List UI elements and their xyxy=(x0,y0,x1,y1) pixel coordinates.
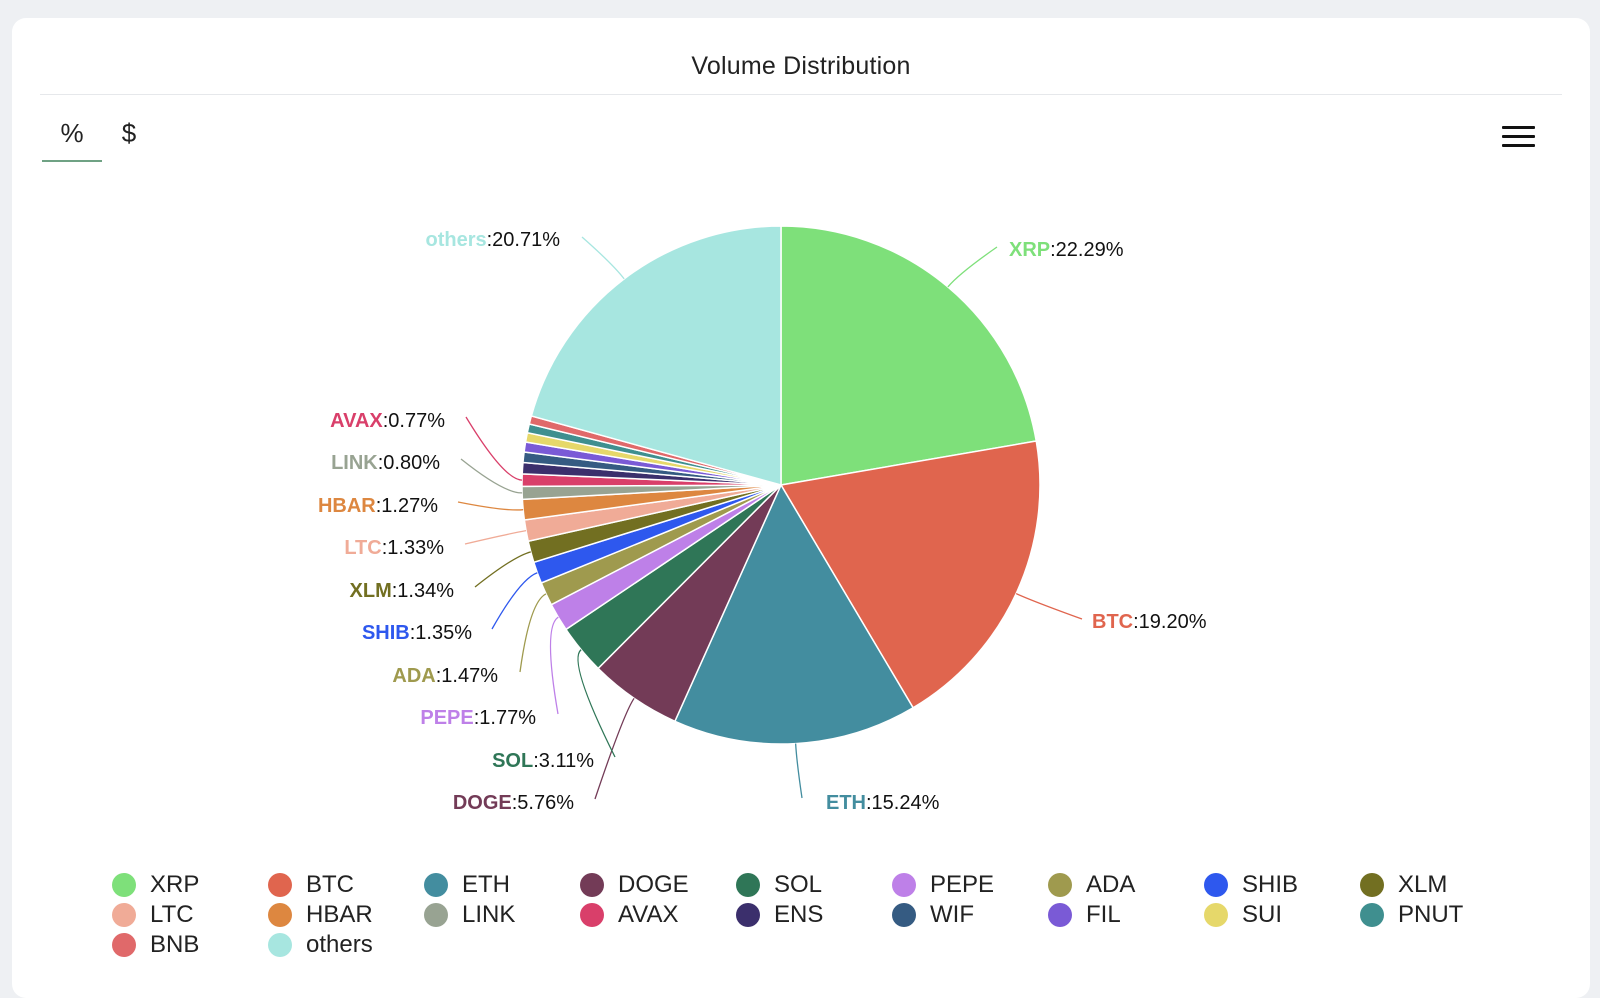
legend-marker xyxy=(580,902,604,927)
legend-item-ada[interactable]: ADA xyxy=(1048,871,1204,898)
legend-label: PEPE xyxy=(930,870,995,898)
legend-label: BNB xyxy=(150,930,200,958)
legend-marker xyxy=(1204,872,1228,897)
title-divider xyxy=(40,94,1562,95)
legend-marker xyxy=(268,902,292,927)
hamburger-menu-icon[interactable] xyxy=(1498,120,1538,154)
legend-marker xyxy=(268,932,292,957)
pie-chart: XRP:22.29% BTC:19.20% ETH:15.24% DOGE:5.76%… xyxy=(318,225,1207,814)
chart-title: Volume Distribution xyxy=(691,52,911,80)
label-connector-btc xyxy=(1015,592,1083,620)
label-connector-sol xyxy=(577,649,616,758)
label-connector-shib xyxy=(491,572,538,630)
legend-label: HBAR xyxy=(306,900,373,928)
label-connector-pepe xyxy=(549,616,559,715)
legend-marker xyxy=(892,902,916,927)
legend-item-doge[interactable]: DOGE xyxy=(580,871,736,898)
tab-dollar[interactable]: $ xyxy=(121,118,137,148)
label-connector-link xyxy=(460,458,523,494)
data-label-shib: SHIB:1.35% xyxy=(362,622,472,644)
data-label-link: LINK:0.80% xyxy=(331,452,440,474)
legend-marker xyxy=(112,932,136,957)
data-label-doge: DOGE:5.76% xyxy=(453,792,574,814)
data-label-sol: SOL:3.11% xyxy=(492,750,594,772)
legend-item-shib[interactable]: SHIB xyxy=(1204,871,1360,898)
data-label-avax: AVAX:0.77% xyxy=(330,410,445,432)
pie-slice-xrp[interactable] xyxy=(780,225,1038,486)
label-connector-ltc xyxy=(464,530,527,545)
label-connector-ada xyxy=(519,593,547,673)
legend-item-xlm[interactable]: XLM xyxy=(1360,871,1516,898)
legend-marker xyxy=(424,872,448,897)
data-label-pepe: PEPE:1.77% xyxy=(420,707,536,729)
legend-label: XRP xyxy=(150,870,200,898)
legend-item-bnb[interactable]: BNB xyxy=(112,931,268,958)
legend-item-sui[interactable]: SUI xyxy=(1204,901,1360,928)
legend-marker xyxy=(580,872,604,897)
data-label-btc: BTC:19.20% xyxy=(1092,611,1207,633)
chart-legend: XRP BTC ETH DOGE SOL PEPE ADA SHIB XLM LTC HBAR LIN… xyxy=(112,871,1532,958)
label-connector-doge xyxy=(594,697,635,800)
legend-item-sol[interactable]: SOL xyxy=(736,871,892,898)
legend-label: others xyxy=(306,930,373,958)
legend-item-xrp[interactable]: XRP xyxy=(112,871,268,898)
legend-label: FIL xyxy=(1086,900,1121,928)
legend-label: WIF xyxy=(930,900,974,928)
label-connector-eth xyxy=(794,743,803,799)
legend-marker xyxy=(1048,902,1072,927)
chart-card: Volume Distribution % $ XRP:22.29% BTC:19… xyxy=(12,18,1590,998)
legend-marker xyxy=(268,872,292,897)
legend-marker xyxy=(1048,872,1072,897)
legend-item-pepe[interactable]: PEPE xyxy=(892,871,1048,898)
pie-slice-btc[interactable] xyxy=(779,440,1041,709)
legend-label: LINK xyxy=(462,900,516,928)
legend-label: PNUT xyxy=(1398,900,1464,928)
legend-marker xyxy=(1360,902,1384,927)
legend-label: DOGE xyxy=(618,870,689,898)
legend-marker xyxy=(892,872,916,897)
legend-item-btc[interactable]: BTC xyxy=(268,871,424,898)
legend-marker xyxy=(112,902,136,927)
data-label-xrp: XRP:22.29% xyxy=(1009,239,1124,261)
legend-item-pnut[interactable]: PNUT xyxy=(1360,901,1516,928)
legend-label: SUI xyxy=(1242,900,1283,928)
legend-label: ETH xyxy=(462,870,510,898)
legend-label: SOL xyxy=(774,870,823,898)
legend-item-avax[interactable]: AVAX xyxy=(580,901,736,928)
data-label-hbar: HBAR:1.27% xyxy=(318,495,438,517)
label-connector-hbar xyxy=(457,501,524,511)
legend-marker xyxy=(112,872,136,897)
legend-label: BTC xyxy=(306,870,354,898)
legend-label: XLM xyxy=(1398,870,1448,898)
legend-item-wif[interactable]: WIF xyxy=(892,901,1048,928)
label-connector-avax xyxy=(465,416,523,481)
legend-label: AVAX xyxy=(618,900,679,928)
legend-item-hbar[interactable]: HBAR xyxy=(268,901,424,928)
data-label-others: others:20.71% xyxy=(425,229,560,251)
legend-label: SHIB xyxy=(1242,870,1299,898)
legend-label: LTC xyxy=(150,900,194,928)
label-connector-xrp xyxy=(947,246,998,288)
legend-marker xyxy=(736,902,760,927)
data-label-ltc: LTC:1.33% xyxy=(344,537,444,559)
label-connector-others xyxy=(581,236,625,280)
legend-item-others[interactable]: others xyxy=(268,931,424,958)
legend-item-eth[interactable]: ETH xyxy=(424,871,580,898)
legend-item-ens[interactable]: ENS xyxy=(736,901,892,928)
legend-marker xyxy=(1204,902,1228,927)
legend-label: ENS xyxy=(774,900,824,928)
legend-item-ltc[interactable]: LTC xyxy=(112,901,268,928)
data-label-eth: ETH:15.24% xyxy=(826,792,940,814)
pie-slice-eth[interactable] xyxy=(673,483,915,745)
data-label-ada: ADA:1.47% xyxy=(392,665,498,687)
legend-item-fil[interactable]: FIL xyxy=(1048,901,1204,928)
legend-marker xyxy=(1360,872,1384,897)
legend-label: ADA xyxy=(1086,870,1136,898)
label-connector-xlm xyxy=(474,551,531,588)
data-label-xlm: XLM:1.34% xyxy=(350,580,455,602)
legend-marker xyxy=(736,872,760,897)
legend-marker xyxy=(424,902,448,927)
legend-item-link[interactable]: LINK xyxy=(424,901,580,928)
tab-percent[interactable]: % xyxy=(42,113,102,162)
